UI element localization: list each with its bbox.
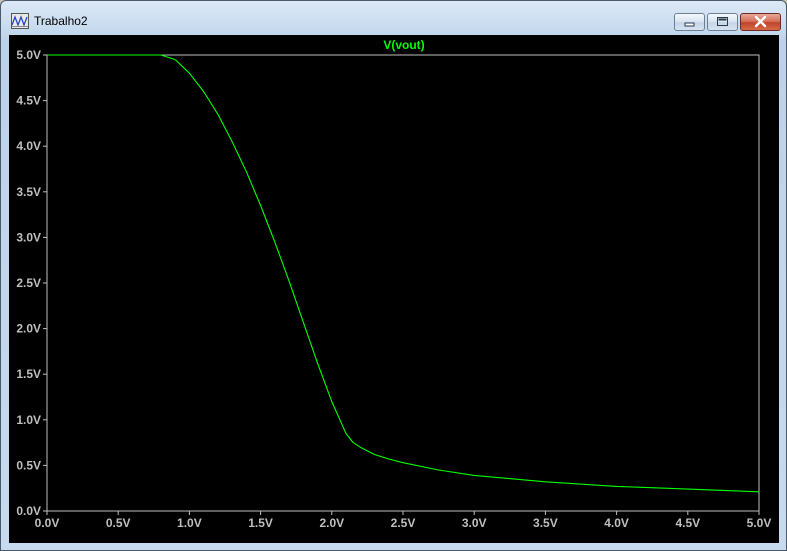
x-tick-label: 4.0V — [604, 516, 629, 530]
y-tick-label: 2.0V — [16, 322, 41, 336]
plot-pane[interactable]: 0.0V 0.5V 1.0V 1.5V 2.0V 2.5V 3.0V 3.5V 4.0V 4.5V… — [9, 35, 779, 543]
y-tick-label: 4.5V — [16, 94, 41, 108]
x-tick-label: 2.5V — [391, 516, 416, 530]
maximize-icon — [717, 17, 728, 26]
title-bar[interactable]: Trabalho2 — [1, 1, 786, 35]
plot-area[interactable]: 0.0V 0.5V 1.0V 1.5V 2.0V 2.5V 3.0V 3.5V 4.0V 4.5V… — [9, 35, 779, 543]
x-tick-label: 1.5V — [248, 516, 273, 530]
window-title: Trabalho2 — [34, 14, 88, 28]
x-tick-label: 0.5V — [106, 516, 131, 530]
y-tick-label: 1.5V — [16, 367, 41, 381]
y-tick-label: 4.0V — [16, 139, 41, 153]
maximize-button[interactable] — [707, 13, 738, 31]
x-tick-label: 0.0V — [35, 516, 60, 530]
x-tick-label: 4.5V — [675, 516, 700, 530]
close-button[interactable] — [740, 13, 781, 31]
y-tick-label: 3.0V — [16, 230, 41, 244]
x-tick-label: 5.0V — [747, 516, 772, 530]
minimize-icon — [684, 22, 695, 27]
x-tick-label: 2.0V — [319, 516, 344, 530]
trace-vout[interactable] — [47, 54, 760, 493]
y-tick-label: 2.5V — [16, 276, 41, 290]
plot-frame — [46, 54, 760, 512]
y-tick-label: 0.0V — [16, 504, 41, 518]
minimize-button[interactable] — [674, 13, 705, 31]
y-tick-label: 5.0V — [16, 48, 41, 62]
y-tick-label: 3.5V — [16, 185, 41, 199]
x-tick-label: 3.5V — [533, 516, 558, 530]
waveform-viewer-icon — [11, 13, 29, 29]
trace-label[interactable]: V(vout) — [383, 38, 424, 52]
y-tick-label: 0.5V — [16, 458, 41, 472]
y-tick-label: 1.0V — [16, 413, 41, 427]
x-tick-label: 3.0V — [462, 516, 487, 530]
x-tick-label: 1.0V — [177, 516, 202, 530]
close-icon — [754, 15, 767, 28]
